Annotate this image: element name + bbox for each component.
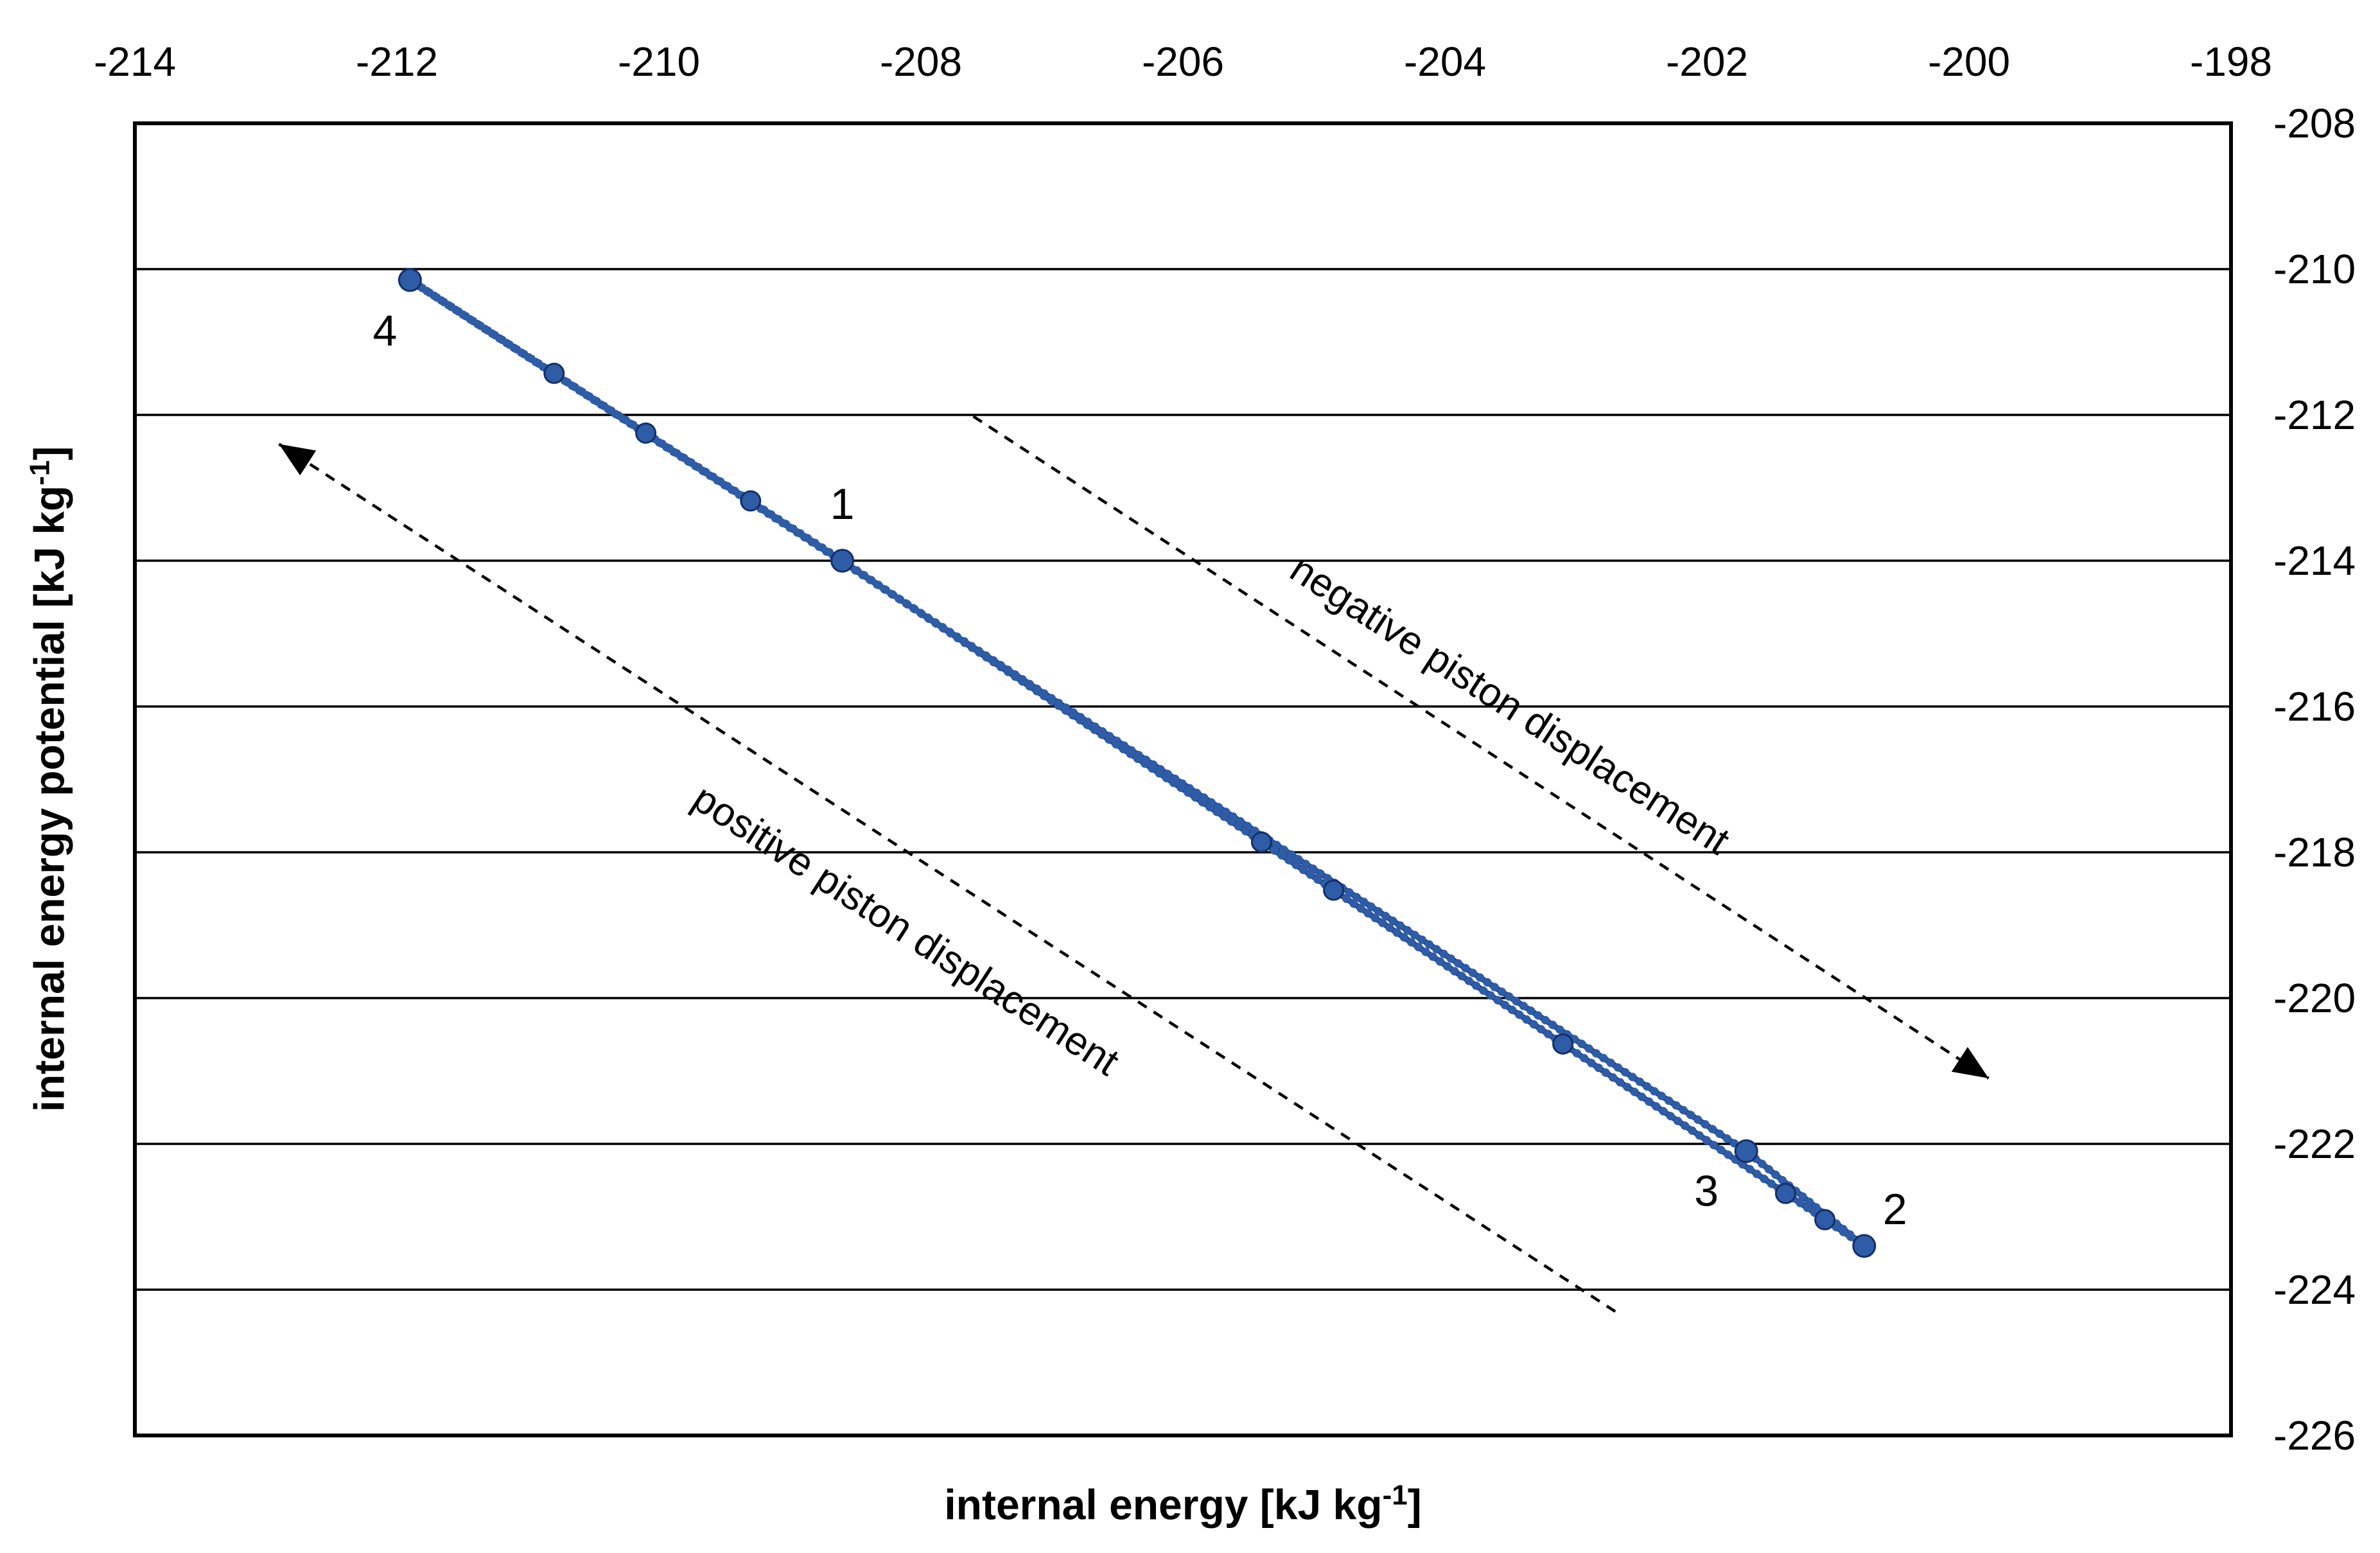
data-marker <box>1250 831 1272 853</box>
x-tick-label: -200 <box>1928 39 2010 85</box>
y-tick-label: -214 <box>2273 538 2356 584</box>
y-axis-title-sup: -1 <box>24 460 56 486</box>
state-marker <box>398 268 422 292</box>
displacement-arrow <box>972 415 1990 1080</box>
y-tick-label: -218 <box>2273 829 2356 875</box>
y-tick-label: -224 <box>2273 1267 2356 1313</box>
y-tick-label: -216 <box>2273 683 2356 730</box>
cycle-beads <box>407 276 1867 1250</box>
state-label: 1 <box>830 480 855 529</box>
arrow-head <box>1951 1047 1989 1078</box>
y-axis-title-close: ] <box>25 446 73 461</box>
y-tick-label: -212 <box>2273 392 2356 438</box>
x-tick-label: -206 <box>1142 39 1224 85</box>
state-label: 2 <box>1883 1185 1907 1234</box>
x-tick-label: -208 <box>880 39 962 85</box>
y-axis-title: internal energy potential [kJ kg-1] <box>24 446 74 1112</box>
data-marker <box>1323 879 1345 901</box>
x-tick-label: -212 <box>356 39 438 85</box>
y-tick-label: -208 <box>2273 100 2356 146</box>
state-marker <box>830 548 855 573</box>
x-tick-label: -204 <box>1404 39 1486 85</box>
data-marker <box>1774 1182 1796 1204</box>
data-marker <box>635 422 657 444</box>
x-axis-title-close: ] <box>1407 1480 1422 1529</box>
arrow-label: positive piston displacement <box>685 776 1127 1084</box>
state-marker <box>1734 1139 1758 1163</box>
data-marker <box>1552 1033 1574 1055</box>
x-tick-label: -198 <box>2190 39 2272 85</box>
arrow-label: negative piston displacement <box>1282 547 1737 863</box>
x-axis-title-text: internal energy [kJ kg <box>944 1480 1383 1529</box>
x-tick-label: -202 <box>1666 39 1748 85</box>
data-marker <box>740 490 762 512</box>
x-tick-label: -214 <box>94 39 176 85</box>
data-marker <box>543 362 565 384</box>
x-axis-title: internal energy [kJ kg-1] <box>944 1480 1421 1529</box>
y-tick-label: -220 <box>2273 975 2356 1021</box>
y-axis-title-text: internal energy potential [kJ kg <box>25 485 73 1112</box>
state-label: 3 <box>1694 1166 1719 1215</box>
state-marker <box>1852 1234 1877 1258</box>
state-label: 4 <box>372 306 397 355</box>
y-tick-label: -226 <box>2273 1412 2356 1459</box>
plot-border <box>133 121 2233 1437</box>
y-tick-label: -210 <box>2273 246 2356 292</box>
y-tick-label: -222 <box>2273 1121 2356 1167</box>
displacement-arrow <box>278 443 1616 1313</box>
arrow-head <box>279 444 317 476</box>
x-axis-title-sup: -1 <box>1382 1479 1408 1511</box>
x-tick-label: -210 <box>618 39 700 85</box>
data-marker <box>1814 1209 1836 1231</box>
